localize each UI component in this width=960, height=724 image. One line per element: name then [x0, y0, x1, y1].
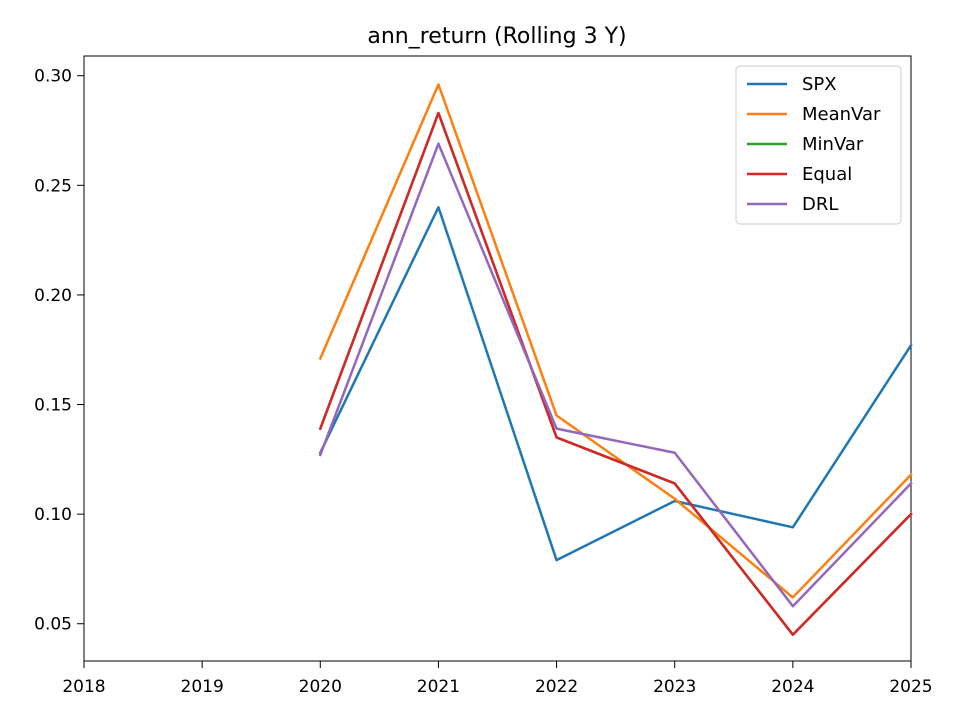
legend-label-minvar: MinVar	[802, 134, 864, 155]
legend: SPX MeanVar MinVar Equal DRL	[735, 65, 902, 225]
y-tick-label: 0.25	[34, 176, 72, 196]
x-tick-label: 2022	[535, 677, 578, 697]
y-tick-label: 0.10	[34, 505, 72, 525]
x-axis: 2018 2019 2020 2021 2022 2023 2024 2025	[62, 661, 933, 697]
plot-frame	[83, 55, 912, 662]
y-tick-label: 0.20	[34, 286, 72, 306]
chart-title: ann_return (Rolling 3 Y)	[367, 24, 626, 49]
y-tick-label: 0.30	[34, 67, 72, 87]
x-tick-label: 2023	[653, 677, 696, 697]
x-tick-label: 2024	[771, 677, 814, 697]
legend-label-meanvar: MeanVar	[802, 104, 881, 125]
legend-box	[735, 65, 902, 225]
series-layer	[318, 83, 913, 636]
legend-label-equal: Equal	[802, 164, 852, 185]
legend-label-drl: DRL	[802, 194, 838, 215]
x-tick-label: 2018	[62, 677, 105, 697]
series-line-spx	[318, 206, 913, 562]
y-tick-label: 0.15	[34, 396, 72, 416]
y-axis: 0.05 0.10 0.15 0.20 0.25 0.30	[34, 67, 84, 635]
x-tick-label: 2019	[181, 677, 224, 697]
x-tick-label: 2020	[299, 677, 342, 697]
series-line-equal	[318, 111, 913, 636]
legend-label-spx: SPX	[802, 74, 837, 95]
x-tick-label: 2025	[889, 677, 932, 697]
y-tick-label: 0.05	[34, 615, 72, 635]
x-tick-label: 2021	[417, 677, 460, 697]
series-line-drl	[318, 142, 913, 608]
series-line-meanvar	[318, 83, 913, 599]
